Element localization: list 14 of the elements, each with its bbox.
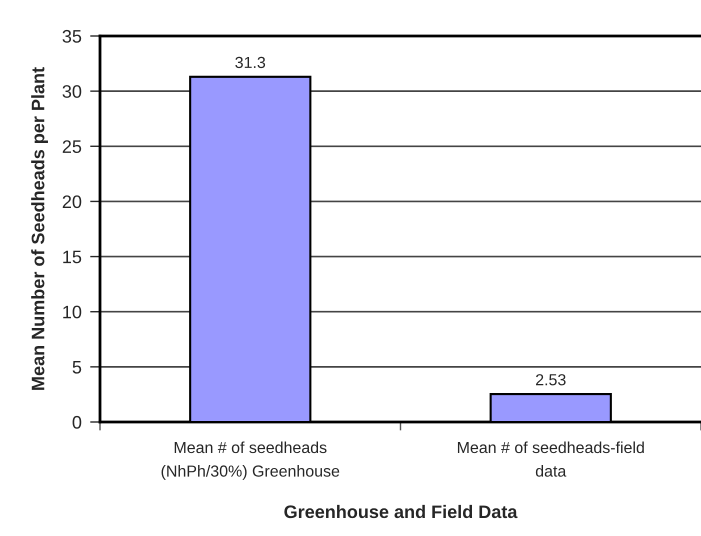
x-tick-label: Mean # of seedheads-field data (458, 441, 644, 477)
x-axis-title: Greenhouse and Field Data (284, 504, 518, 518)
y-tick-label: 25 (62, 140, 82, 154)
x-tick-label: Mean # of seedheads (NhPh/30%) Greenhouse (162, 441, 340, 480)
y-axis-title: Mean Number of Seedheads per Plant (31, 67, 48, 390)
y-tick-label: 0 (72, 416, 82, 429)
y-tick-label: 20 (62, 195, 82, 208)
data-label: 2.53 (536, 374, 566, 386)
data-label: 31.3 (235, 56, 266, 68)
y-tick-label: 10 (63, 306, 82, 318)
y-tick-label: 15 (63, 250, 82, 264)
y-tick-label: 35 (62, 30, 82, 43)
y-tick-label: 30 (62, 85, 82, 98)
y-tick-label: 5 (72, 360, 82, 374)
